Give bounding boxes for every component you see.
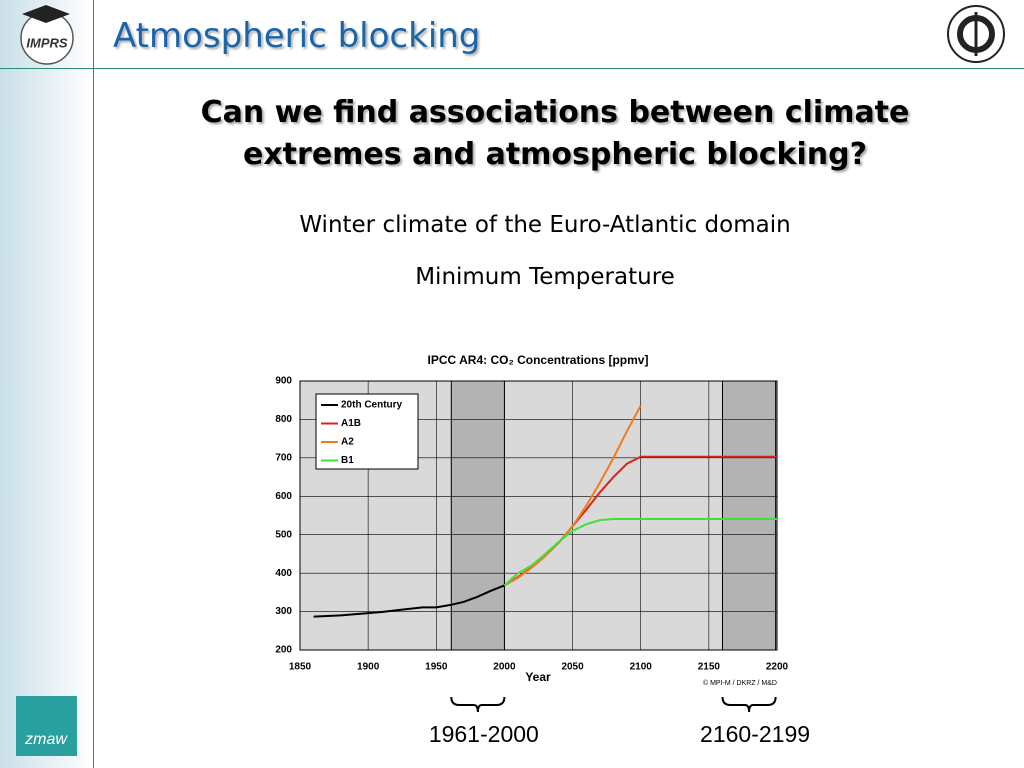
x-tick-label: 1850 [289, 662, 312, 673]
y-tick-label: 200 [275, 645, 292, 656]
divider [0, 68, 1024, 69]
headline: Can we find associations between climate… [200, 95, 910, 172]
subtitle: Winter climate of the Euro-Atlantic doma… [299, 212, 791, 238]
y-tick-label: 700 [275, 452, 292, 463]
y-tick-label: 500 [275, 529, 292, 540]
x-tick-label: 1900 [357, 662, 380, 673]
brace [721, 696, 777, 713]
brace [450, 696, 506, 713]
series-line [503, 517, 777, 587]
legend-label: 20th Century [341, 400, 403, 411]
period-label: 2160-2199 [700, 721, 810, 747]
x-tick-label: 2150 [698, 662, 721, 673]
subtitle: Minimum Temperature [415, 264, 675, 290]
shaded-period [721, 380, 777, 651]
x-tick-label: 2050 [561, 662, 584, 673]
y-tick-label: 900 [275, 376, 292, 387]
plot-frame [299, 380, 778, 651]
y-tick-label: 300 [275, 606, 292, 617]
y-tick-label: 800 [275, 414, 292, 425]
logo-text: IMPRS [26, 35, 68, 50]
x-axis-label: Year [525, 670, 551, 684]
legend-label: A2 [341, 437, 354, 448]
logo-text: zmaw [24, 731, 68, 748]
y-tick-label: 400 [275, 568, 292, 579]
series-line [313, 584, 505, 618]
x-tick-label: 2200 [766, 662, 789, 673]
chart-title: IPCC AR4: CO₂ Concentrations [ppmv] [428, 353, 649, 367]
shaded-period [450, 380, 505, 651]
sidebar [0, 0, 94, 768]
legend-label: A1B [341, 418, 361, 429]
logo-bottom: zmaw [16, 696, 77, 756]
logo-left: IMPRS [20, 5, 74, 65]
legend-label: B1 [341, 455, 354, 466]
x-tick-label: 1950 [425, 662, 448, 673]
slide-title: Atmospheric blocking [113, 16, 481, 56]
y-tick-label: 600 [275, 491, 292, 502]
credit: © MPI-M / DKRZ / M&D [703, 679, 777, 687]
x-tick-label: 2000 [493, 662, 516, 673]
x-tick-label: 2100 [630, 662, 653, 673]
series-line [503, 405, 642, 587]
period-label: 1961-2000 [429, 721, 539, 747]
legend-box [315, 393, 419, 470]
logo-right [947, 5, 1005, 63]
